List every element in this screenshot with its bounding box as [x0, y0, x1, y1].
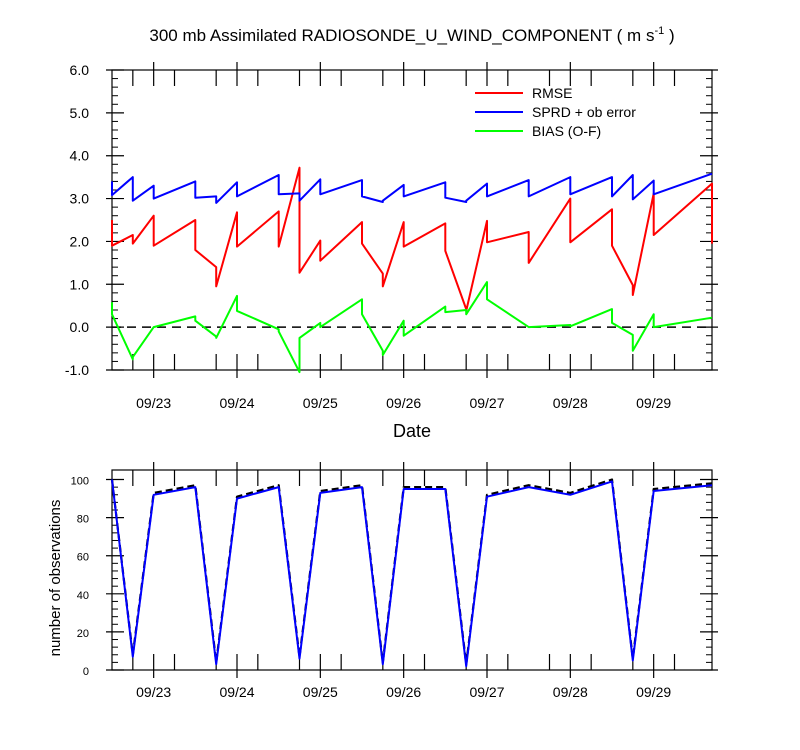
x-tick-label: 09/27 — [469, 395, 504, 411]
y-tick-label: 40 — [77, 590, 89, 602]
top-y-tick-labels: -1.0 0.0 1.0 2.0 3.0 4.0 5.0 6.0 — [65, 62, 89, 378]
legend-label: BIAS (O-F) — [532, 123, 601, 139]
legend-label: RMSE — [532, 85, 572, 101]
legend: RMSE SPRD + ob error BIAS (O-F) — [475, 85, 636, 139]
y-tick-label: 0.0 — [70, 319, 90, 335]
top-series — [111, 166, 713, 374]
series-line-bias-o-f — [111, 281, 713, 374]
top-x-tick-labels: 09/23 09/24 09/25 09/26 09/27 09/28 09/29 — [136, 395, 671, 411]
y-axis-label-observations: number of observations — [47, 500, 64, 657]
x-tick-label: 09/29 — [636, 395, 671, 411]
bottom-ticks — [106, 462, 718, 678]
y-tick-label: 2.0 — [70, 233, 90, 249]
bottom-series — [110, 478, 713, 668]
y-tick-label: 3.0 — [70, 191, 90, 207]
legend-label: SPRD + ob error — [532, 104, 636, 120]
series-line-used-observations — [111, 479, 713, 668]
x-tick-label: 09/24 — [219, 684, 254, 700]
x-tick-label: 09/28 — [553, 395, 588, 411]
top-panel: -1.00.01.02.03.04.05.06.0 09/23 09/24 09/2… — [65, 62, 718, 411]
x-tick-label: 09/24 — [219, 395, 254, 411]
x-tick-label: 09/27 — [469, 684, 504, 700]
x-tick-label: 09/29 — [636, 684, 671, 700]
top-ticks — [106, 62, 718, 378]
x-tick-label: 09/28 — [553, 684, 588, 700]
y-tick-label: 4.0 — [70, 148, 90, 164]
bottom-plot-frame — [111, 469, 713, 671]
bottom-y-tick-labels: 0 20 40 60 80 100 — [71, 476, 89, 678]
series-line-sprd-ob-error — [111, 172, 713, 204]
x-tick-label: 09/23 — [136, 395, 171, 411]
x-tick-label: 09/26 — [386, 684, 421, 700]
y-tick-label: 1.0 — [70, 276, 90, 292]
y-tick-label: 5.0 — [70, 105, 90, 121]
y-tick-label: 0 — [83, 666, 89, 678]
chart-title: 300 mb Assimilated RADIOSONDE_U_WIND_COM… — [149, 25, 674, 45]
y-tick-label: 20 — [77, 628, 89, 640]
y-tick-label: -1.0 — [65, 362, 89, 378]
series-line-rmse — [111, 166, 713, 312]
x-tick-label: 09/26 — [386, 395, 421, 411]
x-axis-label: Date — [393, 421, 431, 441]
y-tick-label: 60 — [77, 552, 89, 564]
y-tick-label: 100 — [71, 476, 89, 488]
x-tick-label: 09/23 — [136, 684, 171, 700]
x-tick-label: 09/25 — [303, 684, 338, 700]
x-tick-label: 09/25 — [303, 395, 338, 411]
y-tick-label: 80 — [77, 514, 89, 526]
bottom-x-tick-labels: 09/23 09/24 09/25 09/26 09/27 09/28 09/29 — [136, 684, 671, 700]
y-tick-label: 6.0 — [70, 62, 90, 78]
